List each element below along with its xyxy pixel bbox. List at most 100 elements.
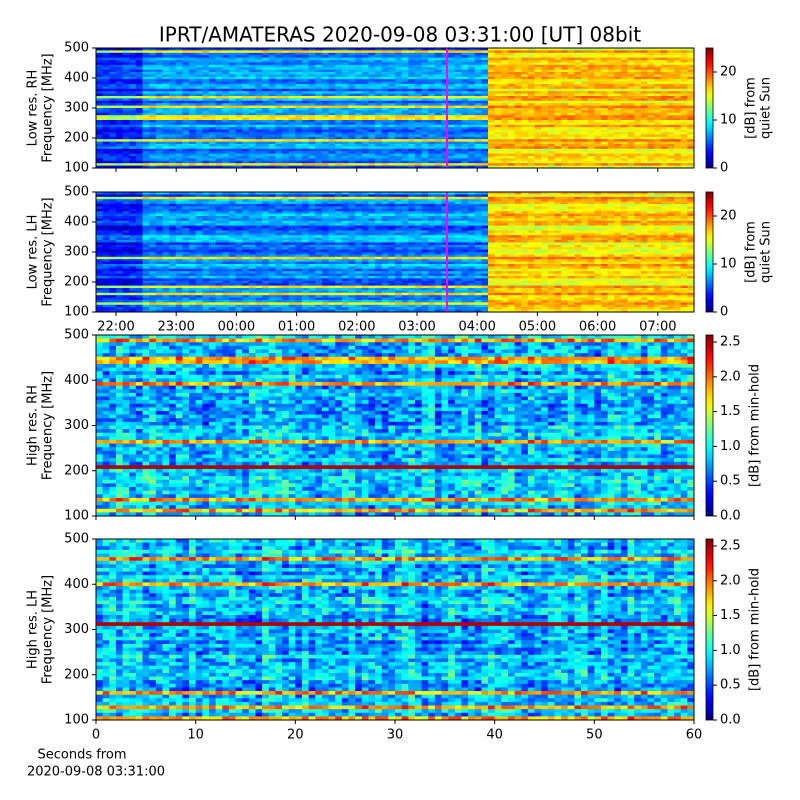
spectrogram-cell: [122, 72, 130, 75]
spectrogram-cell: [414, 62, 423, 66]
spectrogram-cell: [627, 69, 635, 73]
spectrogram-cell: [102, 60, 110, 63]
spectrogram-cell: [414, 72, 423, 75]
spectrogram-cell: [315, 60, 323, 63]
spectrogram-cell: [149, 67, 157, 71]
spectrogram-cell: [434, 81, 443, 85]
spectrogram-cell: [481, 60, 489, 63]
spectrogram-cell: [348, 79, 356, 83]
spectrogram-cell: [162, 57, 170, 61]
spectrogram-cell: [441, 57, 449, 61]
spectrogram-cell: [328, 72, 336, 75]
spectrogram-cell: [122, 57, 130, 61]
spectrogram-cell: [381, 81, 389, 85]
spectrogram-cell: [634, 64, 642, 68]
spectrogram-cell: [488, 57, 496, 61]
spectrogram-cell: [640, 55, 648, 59]
spectrogram-cell: [488, 62, 496, 66]
spectrogram-cell: [600, 50, 609, 54]
spectrogram-cell: [680, 62, 688, 66]
spectrogram-cell: [600, 74, 609, 78]
spectrogram-cell: [248, 88, 256, 92]
spectrogram-cell: [375, 84, 383, 87]
spectrogram-cell: [454, 72, 462, 75]
spectrogram-cell: [408, 64, 416, 68]
spectrogram-cell: [428, 84, 436, 87]
spectrogram-cell: [182, 91, 190, 95]
spectrogram-cell: [388, 76, 396, 80]
spectrogram-cell: [494, 48, 502, 51]
spectrogram-cell: [507, 86, 516, 90]
spectrogram-cell: [501, 57, 509, 61]
spectrogram-cell: [667, 69, 675, 73]
spectrogram-cell: [335, 67, 343, 71]
spectrogram-cell: [647, 79, 655, 83]
spectrogram-cell: [215, 81, 223, 85]
spectrogram-cell: [321, 64, 330, 68]
spectrogram-cell: [335, 48, 343, 51]
spectrogram-cell: [115, 69, 124, 73]
spectrogram-cell: [228, 88, 237, 92]
spectrogram-cell: [388, 69, 396, 73]
spectrogram-cell: [301, 72, 310, 75]
spectrogram-cell: [96, 86, 104, 90]
spectrogram-cell: [674, 67, 682, 71]
spectrogram-cell: [255, 81, 263, 85]
spectrogram-cell: [122, 79, 130, 83]
spectrogram-cell: [594, 74, 602, 78]
spectrogram-cell: [189, 74, 197, 78]
spectrogram-cell: [634, 76, 642, 80]
spectrogram-cell: [155, 50, 163, 54]
spectrogram-cell: [308, 72, 316, 75]
spectrogram-cell: [189, 55, 197, 59]
spectrogram-cell: [295, 72, 303, 75]
spectrogram-cell: [627, 55, 635, 59]
spectrogram-cell: [282, 67, 290, 71]
spectrogram-cell: [647, 52, 655, 56]
spectrogram-cell: [654, 52, 662, 56]
spectrogram-cell: [494, 86, 502, 90]
spectrogram-cell: [142, 91, 150, 95]
spectrogram-cell: [388, 52, 396, 56]
spectrogram-cell: [348, 60, 356, 63]
spectrogram-cell: [255, 74, 263, 78]
spectrogram-cell: [321, 88, 330, 92]
spectrogram-cell: [162, 48, 170, 51]
spectrogram-cell: [428, 81, 436, 85]
spectrogram-cell: [441, 64, 449, 68]
spectrogram-cell: [547, 81, 555, 85]
spectrogram-cell: [634, 69, 642, 73]
spectrogram-cell: [182, 52, 190, 56]
spectrogram-cell: [408, 50, 416, 54]
spectrogram-cell: [235, 79, 243, 83]
spectrogram-cell: [268, 62, 276, 66]
spectrogram-cell: [175, 57, 183, 61]
spectrogram-cell: [674, 69, 682, 73]
spectrogram-cell: [268, 74, 276, 78]
spectrogram-cell: [514, 74, 522, 78]
spectrogram-cell: [328, 84, 336, 87]
spectrogram-cell: [541, 69, 549, 73]
spectrogram-cell: [660, 86, 668, 90]
spectrogram-cell: [674, 81, 682, 85]
spectrogram-cell: [687, 62, 695, 66]
spectrogram-cell: [408, 79, 416, 83]
spectrogram-cell: [295, 69, 303, 73]
spectrogram-cell: [468, 72, 476, 75]
spectrogram-cell: [461, 62, 469, 66]
spectrogram-cell: [321, 72, 330, 75]
spectrogram-cell: [680, 76, 688, 80]
spectrogram-cell: [361, 72, 369, 75]
spectrogram-cell: [248, 52, 256, 56]
spectrogram-cell: [428, 76, 436, 80]
spectrogram-cell: [228, 69, 237, 73]
spectrogram-cell: [527, 55, 536, 59]
spectrogram-cell: [521, 88, 529, 92]
spectrogram-cell: [527, 48, 536, 51]
colorbar-tick-label: 20: [720, 65, 737, 80]
spectrogram-cell: [135, 55, 144, 59]
spectrogram-cell: [262, 69, 270, 73]
spectrogram-cell: [647, 88, 655, 92]
spectrogram-cell: [494, 88, 502, 92]
spectrogram-cell: [654, 79, 662, 83]
